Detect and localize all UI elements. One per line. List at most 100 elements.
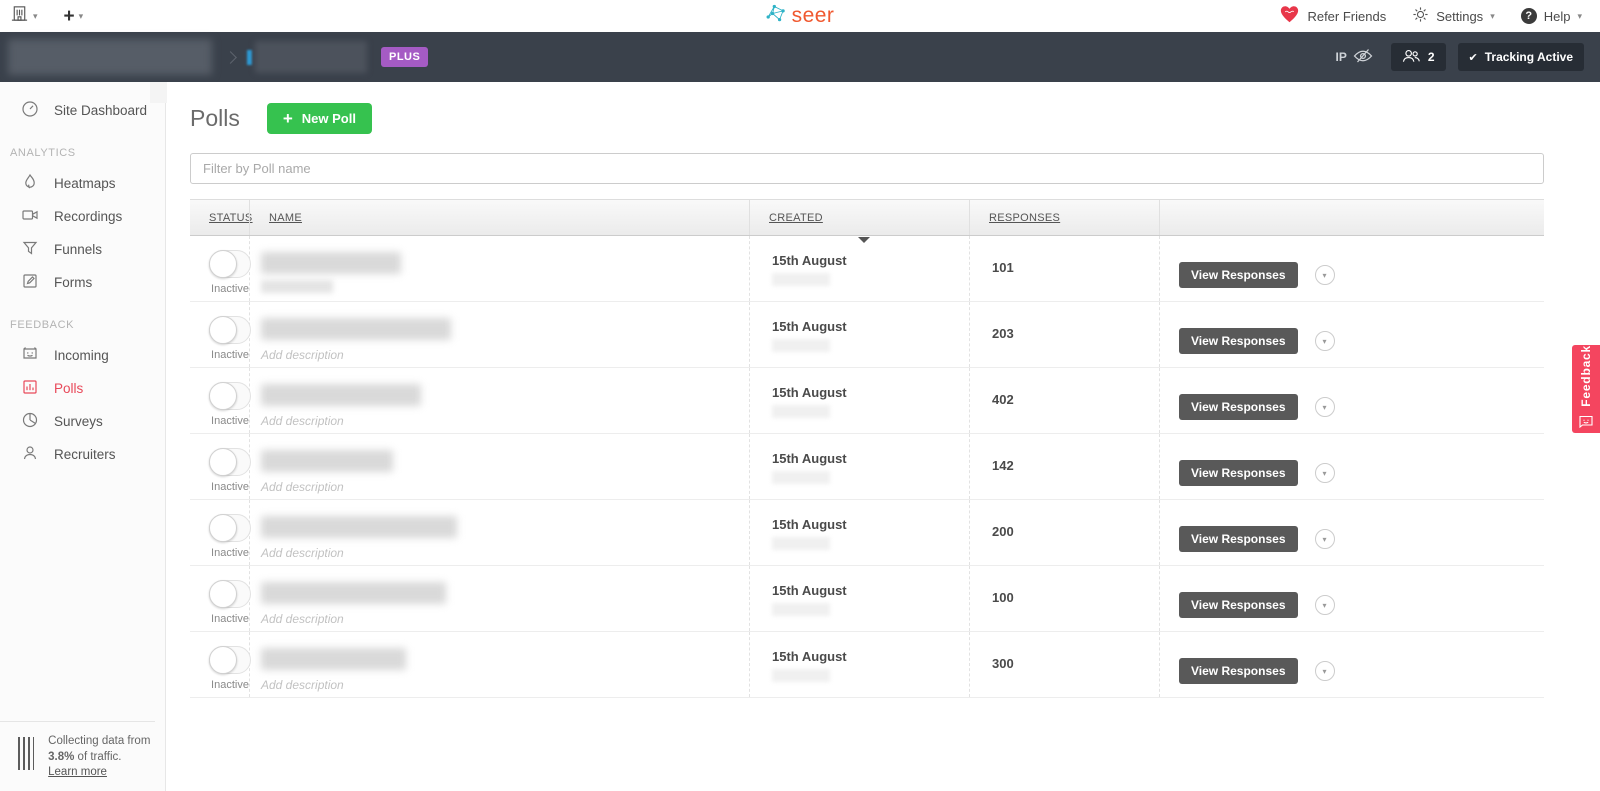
heart-icon [1279,5,1300,27]
sidebar-item-label: Recruiters [54,447,116,462]
plus-icon: + [63,5,75,27]
created-date: 15th August [772,319,847,334]
column-header-name[interactable]: NAME [249,200,749,235]
active-visitors-button[interactable]: 2 [1390,43,1446,71]
redacted-poll-name[interactable] [261,648,406,670]
status-label: Inactive [211,349,249,361]
redacted-poll-name[interactable] [261,318,451,340]
top-bar: ▾ + ▾ seer Refer Friends [0,0,1600,32]
learn-more-link[interactable]: Learn more [48,766,107,779]
status-label: Inactive [211,481,249,493]
sidebar-item-recordings[interactable]: Recordings [0,200,165,233]
redacted-poll-name[interactable] [261,252,401,274]
add-description-link[interactable]: Add description [261,414,344,428]
view-responses-button[interactable]: View Responses [1179,460,1298,486]
column-header-responses[interactable]: RESPONSES [969,200,1159,235]
sidebar-item-polls[interactable]: Polls [0,372,165,405]
polls-table: STATUS NAME CREATED RESPONSES Inactive 1… [190,199,1544,698]
poll-status-toggle[interactable] [209,316,251,344]
sampling-text: Collecting data from [48,735,151,748]
redacted-created-time [772,669,830,682]
chevron-down-icon: ▾ [1322,468,1327,478]
row-actions-dropdown[interactable]: ▾ [1314,331,1335,351]
dashboard-icon [21,100,39,121]
new-poll-button[interactable]: + New Poll [266,103,372,134]
poll-status-toggle[interactable] [209,448,251,476]
created-date: 15th August [772,649,847,664]
row-actions-dropdown[interactable]: ▾ [1314,661,1335,681]
view-responses-button[interactable]: View Responses [1179,658,1298,684]
chevron-down-icon: ▾ [1577,10,1582,21]
redacted-poll-name[interactable] [261,384,421,406]
redacted-created-time [772,603,830,616]
row-actions-dropdown[interactable]: ▾ [1314,529,1335,549]
sidebar-item-site-dashboard[interactable]: Site Dashboard [0,94,165,127]
add-description-link[interactable]: Add description [261,348,344,362]
sidebar-section-feedback: FEEDBACK [10,319,75,331]
row-actions-dropdown[interactable]: ▾ [1314,595,1335,615]
column-header-created[interactable]: CREATED [749,200,969,235]
add-description-link[interactable]: Add description [261,678,344,692]
chevron-down-icon: ▾ [1322,336,1327,346]
column-header-status[interactable]: STATUS [209,211,253,224]
created-date: 15th August [772,385,847,400]
gear-icon [1412,6,1429,26]
redacted-created-time [772,537,830,550]
ip-visibility-toggle[interactable]: IP [1335,48,1373,67]
help-menu[interactable]: ? Help ▾ [1520,8,1582,24]
sidebar-item-heatmaps[interactable]: Heatmaps [0,167,165,200]
view-responses-button[interactable]: View Responses [1179,592,1298,618]
sidebar-item-funnels[interactable]: Funnels [0,233,165,266]
sidebar-item-surveys[interactable]: Surveys [0,405,165,438]
poll-filter-input[interactable] [190,153,1544,184]
poll-status-toggle[interactable] [209,580,251,608]
feedback-tab[interactable]: Feedback [1572,345,1600,433]
sidebar-item-label: Forms [54,275,93,290]
page-title: Polls [190,105,240,131]
poll-status-toggle[interactable] [209,646,251,674]
add-new-menu-button[interactable]: + ▾ [46,7,84,26]
redacted-poll-name[interactable] [261,582,446,604]
view-responses-button[interactable]: View Responses [1179,262,1298,288]
app-logo[interactable]: seer [766,3,835,29]
table-header: STATUS NAME CREATED RESPONSES [190,199,1544,236]
table-row: Inactive Add description 15th August 100… [190,566,1544,632]
organization-menu-button[interactable]: ▾ [10,4,38,28]
people-icon [1402,49,1421,66]
status-label: Inactive [211,679,249,691]
redacted-poll-name[interactable] [261,450,393,472]
sampling-info: Collecting data from 3.8% of traffic. Le… [0,721,155,781]
poll-status-toggle[interactable] [209,250,251,278]
created-date: 15th August [772,253,847,268]
sampling-percent: 3.8% [48,750,75,763]
responses-count: 142 [969,434,1159,499]
chevron-down-icon: ▾ [1322,666,1327,676]
sidebar-item-recruiters[interactable]: Recruiters [0,438,165,471]
add-description-link[interactable]: Add description [261,480,344,494]
chevron-down-icon: ▾ [33,10,38,21]
table-row: Inactive Add description 15th August 300… [190,632,1544,698]
site-selector-redacted[interactable] [8,39,212,75]
poll-status-toggle[interactable] [209,514,251,542]
row-actions-dropdown[interactable]: ▾ [1314,265,1335,285]
sidebar: Site Dashboard ANALYTICS Heatmaps Record… [0,82,166,791]
add-description-link[interactable]: Add description [261,612,344,626]
tracking-status-button[interactable]: ✔ Tracking Active [1457,43,1584,71]
sidebar-item-forms[interactable]: Forms [0,266,165,299]
redacted-poll-name[interactable] [261,516,457,538]
row-actions-dropdown[interactable]: ▾ [1314,463,1335,483]
responses-count: 300 [969,632,1159,697]
sidebar-item-label: Heatmaps [54,176,116,191]
ip-label: IP [1335,50,1347,64]
view-responses-button[interactable]: View Responses [1179,394,1298,420]
settings-menu[interactable]: Settings ▾ [1412,6,1495,26]
view-responses-button[interactable]: View Responses [1179,526,1298,552]
table-row: Inactive 15th August 101 View Responses … [190,236,1544,302]
view-responses-button[interactable]: View Responses [1179,328,1298,354]
row-actions-dropdown[interactable]: ▾ [1314,397,1335,417]
redacted-created-time [772,471,830,484]
add-description-link[interactable]: Add description [261,546,344,560]
poll-status-toggle[interactable] [209,382,251,410]
refer-friends-button[interactable]: Refer Friends [1279,5,1386,27]
sidebar-item-incoming[interactable]: Incoming [0,339,165,372]
